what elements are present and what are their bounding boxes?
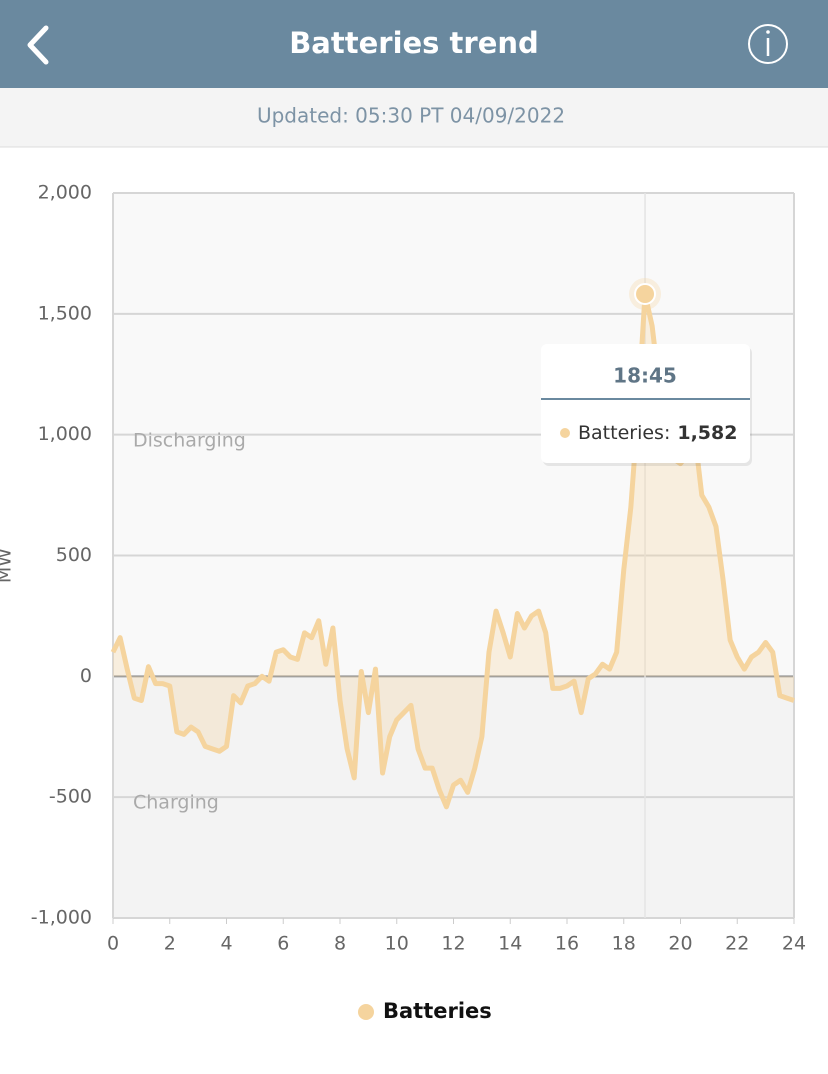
- x-tick-label: 12: [441, 933, 465, 955]
- x-tick-label: 14: [498, 933, 522, 955]
- tooltip-series: Batteries: 1,582: [578, 422, 737, 444]
- info-dot: [766, 30, 770, 34]
- line: [110, 291, 795, 810]
- x-tick-label: 8: [334, 933, 346, 955]
- page-title: Batteries trend: [289, 26, 539, 60]
- info-circle: [748, 24, 788, 64]
- highlight-point: [634, 283, 657, 306]
- area: [113, 294, 794, 807]
- updated-bar: [0, 88, 828, 147]
- y-tick-label: 0: [80, 665, 92, 687]
- tooltip-dot: [560, 428, 570, 438]
- tooltip-box: [541, 344, 750, 463]
- header-bar: [0, 0, 828, 88]
- tooltip: 18:45 Batteries: 1,582: [541, 344, 752, 466]
- y-tick-label: 1,500: [38, 302, 92, 324]
- tooltip-title: 18:45: [613, 364, 677, 388]
- tooltip-series-name: Batteries:: [578, 422, 670, 444]
- x-tick-label: 4: [220, 933, 232, 955]
- y-tick-label: -1,000: [31, 907, 92, 929]
- x-tick-label: 10: [385, 933, 409, 955]
- y-axis-label: MW: [0, 548, 16, 583]
- y-tick-label: 2,000: [38, 182, 92, 204]
- info-button[interactable]: [748, 24, 788, 64]
- legend-label: Batteries: [383, 999, 492, 1023]
- x-tick-label: 22: [725, 933, 749, 955]
- x-tick-label: 18: [612, 933, 636, 955]
- y-tick-label: -500: [49, 786, 92, 808]
- x-tick-label: 24: [782, 933, 806, 955]
- x-tick-label: 0: [107, 933, 119, 955]
- x-tick-label: 16: [555, 933, 579, 955]
- updated-text: Updated: 05:30 PT 04/09/2022: [257, 104, 565, 128]
- annotation: Discharging: [133, 430, 246, 452]
- x-tick-label: 20: [668, 933, 692, 955]
- tooltip-value: 1,582: [677, 422, 737, 444]
- annotation: Charging: [133, 792, 219, 814]
- legend-swatch: [358, 1004, 374, 1020]
- x-tick-label: 2: [164, 933, 176, 955]
- y-tick-label: 500: [56, 544, 92, 566]
- y-tick-label: 1,000: [38, 423, 92, 445]
- back-button[interactable]: [27, 25, 49, 65]
- x-tick-label: 6: [277, 933, 289, 955]
